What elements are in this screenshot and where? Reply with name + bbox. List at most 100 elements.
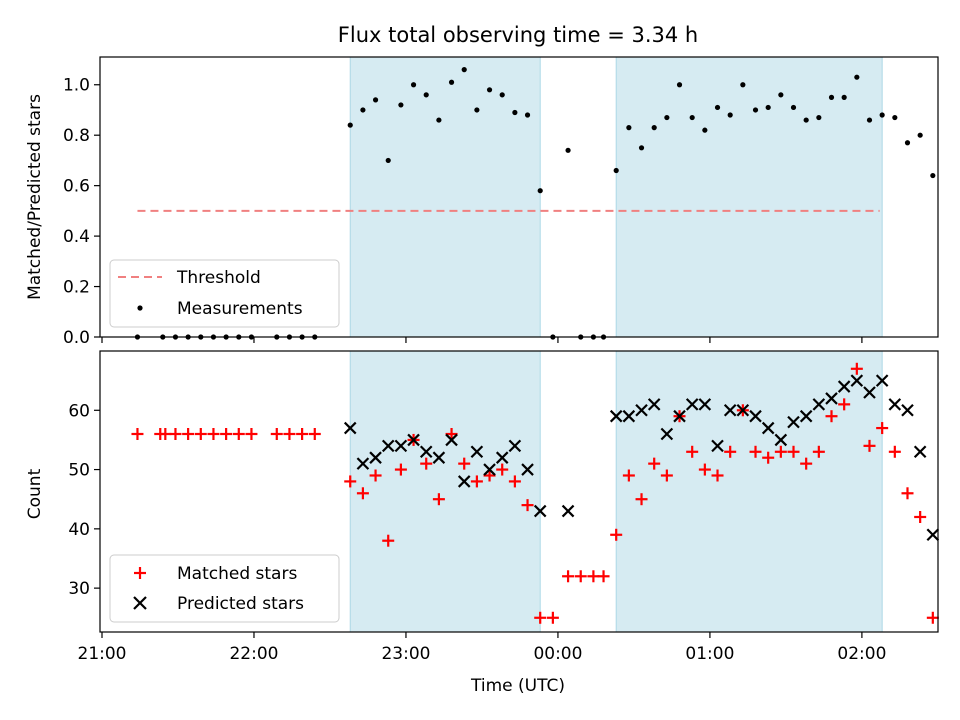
legend-matched-label: Matched stars — [177, 564, 297, 584]
predicted-star-point-1 — [343, 421, 357, 435]
measurement-point-22 — [448, 79, 455, 85]
matched-star-point-19 — [394, 463, 407, 476]
predicted-star-b — [837, 380, 851, 393]
measurement-point-54 — [854, 74, 860, 80]
measurement-point-58 — [904, 140, 911, 146]
matched-star-point-24 — [458, 457, 471, 470]
measurement-point-40 — [676, 82, 683, 88]
bottom-legend-box — [109, 554, 340, 623]
predicted-star-b — [508, 439, 522, 453]
matched-star-point-18 — [382, 534, 395, 547]
predicted-star-b — [888, 398, 902, 411]
measurement-point-27 — [512, 109, 518, 116]
predicted-star-point-9 — [445, 433, 458, 447]
measurement-point-14 — [347, 122, 353, 128]
predicted-star-point-41 — [901, 404, 914, 417]
legend-threshold-label: Threshold — [176, 268, 261, 288]
shaded-interval-1 — [349, 350, 541, 633]
matched-star-point-29 — [521, 499, 534, 512]
measurement-point-19 — [410, 82, 417, 88]
predicted-star-b — [761, 421, 775, 435]
matched-star-point-23 — [445, 427, 458, 440]
predicted-star-point-30 — [761, 421, 775, 435]
predicted-star-b — [561, 504, 575, 518]
y-tick-label: 0.2 — [63, 278, 90, 298]
predicted-star-point-15 — [521, 463, 534, 476]
predicted-star-b — [685, 398, 699, 411]
predicted-star-b — [470, 445, 484, 459]
bottom-x-axis: 21:00 22:00 23:00 00:00 01:00 02:00 — [78, 632, 886, 664]
predicted-star-b — [774, 433, 788, 447]
predicted-star-point-34 — [812, 398, 826, 411]
predicted-star-b — [736, 404, 750, 417]
predicted-star-point-12 — [483, 463, 496, 476]
matched-star-point-28 — [508, 475, 521, 488]
x-tick-label: 01:00 — [685, 644, 734, 664]
matched-star-point-3 — [159, 427, 172, 440]
matched-star-point-37 — [622, 469, 635, 482]
top-legend-box — [109, 259, 340, 328]
matched-star-point-49 — [774, 445, 787, 458]
measurement-point-50 — [803, 117, 809, 123]
matched-star-point-59 — [901, 487, 914, 500]
top-x-axis — [101, 337, 863, 343]
matched-star-point-5 — [182, 427, 195, 440]
measurement-point-39 — [664, 114, 670, 121]
predicted-star-point-22 — [660, 427, 674, 441]
measurement-point-21 — [436, 117, 442, 123]
matched-star-point-6 — [194, 427, 207, 440]
bottom-legend: Matched stars Predicted stars — [109, 554, 340, 623]
matched-star-point-22 — [432, 493, 445, 506]
predicted-star-point-43 — [926, 528, 940, 542]
predicted-star-point-4 — [381, 439, 395, 453]
matched-star-point-40 — [660, 469, 673, 482]
measurement-point-15 — [360, 107, 366, 113]
predicted-star-b — [356, 457, 370, 470]
predicted-star-b — [913, 445, 927, 459]
measurement-point-41 — [689, 114, 695, 121]
predicted-star-point-6 — [407, 433, 420, 447]
top-legend: Threshold Measurements — [109, 259, 340, 328]
measurement-point-31 — [565, 147, 571, 153]
predicted-star-b — [723, 404, 737, 417]
matched-star-point-48 — [762, 451, 775, 464]
matched-star-point-39 — [648, 457, 661, 470]
top-shaded-intervals — [349, 56, 883, 338]
matched-star-point-30 — [534, 611, 547, 624]
measurement-point-29 — [537, 188, 543, 194]
predicted-star-point-24 — [685, 398, 699, 411]
x-tick-label: 00:00 — [533, 644, 582, 664]
top-panel: 0.0 0.2 0.4 0.6 0.8 1.0 Matched/Predicted sta… — [25, 56, 939, 348]
predicted-star-point-16 — [533, 504, 547, 518]
matched-star-point-55 — [850, 362, 863, 375]
measurement-point-59 — [917, 132, 923, 138]
matched-star-point-26 — [483, 469, 496, 482]
chart-title: Flux total observing time = 3.34 h — [338, 23, 698, 47]
measurement-point-26 — [499, 92, 505, 98]
measurement-point-56 — [879, 112, 885, 118]
predicted-star-b — [673, 409, 686, 423]
predicted-star-b — [457, 475, 471, 488]
predicted-star-b — [901, 404, 914, 417]
predicted-star-b — [711, 439, 724, 453]
y-tick-label: 40 — [68, 520, 90, 540]
predicted-star-point-14 — [508, 439, 522, 453]
top-plot-frame — [99, 56, 939, 338]
predicted-star-point-40 — [888, 398, 902, 411]
matched-star-point-35 — [597, 570, 610, 583]
predicted-star-point-25 — [698, 398, 712, 411]
predicted-star-point-13 — [495, 451, 509, 464]
predicted-star-b — [609, 409, 623, 423]
predicted-star-point-21 — [647, 398, 661, 411]
matched-star-point-57 — [876, 422, 889, 435]
measurement-point-37 — [638, 145, 645, 151]
measurement-point-20 — [423, 92, 429, 98]
bottom-plot-frame — [99, 350, 939, 633]
matched-star-point-16 — [356, 487, 369, 500]
matched-star-point-45 — [724, 445, 737, 458]
measurement-point-42 — [702, 127, 708, 133]
matched-star-point-34 — [587, 570, 600, 583]
predicted-star-point-32 — [787, 415, 800, 429]
matched-star-point-43 — [698, 463, 711, 476]
matched-star-point-50 — [787, 445, 800, 458]
